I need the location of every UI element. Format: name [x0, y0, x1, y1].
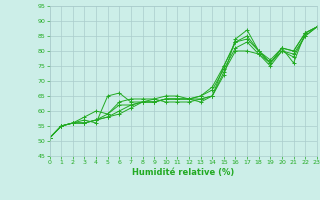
- X-axis label: Humidité relative (%): Humidité relative (%): [132, 168, 234, 177]
